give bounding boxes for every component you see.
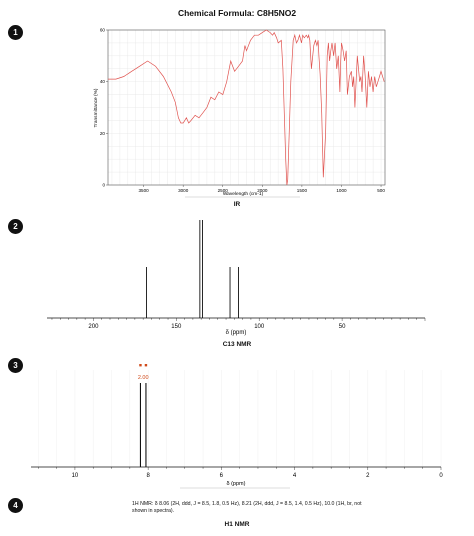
h1-panel-label: H1 NMR (224, 521, 250, 528)
ir-x-tick-label: 2500 (218, 188, 229, 193)
h1-grid (38, 370, 442, 467)
ir-y-tick-label: 20 (100, 131, 106, 136)
section-badge-4: 4 (8, 498, 23, 513)
h1-ticks: 10 8 6 4 2 0 (38, 467, 443, 479)
ir-xlabel: Wavelength (cm-1) (223, 191, 264, 197)
ir-x-tick-label: 2000 (257, 188, 268, 193)
c13-peaks (146, 220, 239, 318)
section-badge-2: 2 (8, 219, 23, 234)
ir-plot-frame (107, 29, 386, 186)
ir-x-tick-label: 500 (377, 188, 385, 193)
ir-y-tick-label: 0 (102, 183, 105, 188)
ir-y-tick-label: 40 (100, 79, 106, 84)
h1-xlabel: δ (ppm) (227, 481, 246, 487)
ir-x-tick-label: 1500 (297, 188, 308, 193)
section-badge-1: 1 (8, 25, 23, 40)
ir-ticks: 3500 3000 2500 2000 1500 1000 500 0 20 40 60 (100, 28, 385, 194)
ir-spectrum-line (108, 29, 385, 186)
h1-peak-marker (139, 364, 142, 367)
h1-peak-marker (144, 364, 148, 367)
ir-ylabel: Transmittance (%) (93, 88, 99, 127)
ir-y-tick-label: 60 (100, 28, 106, 33)
c13-ticks: 200 150 100 50 (51, 318, 426, 330)
h1-x-tick-label: 2 (366, 473, 370, 479)
h1-x-tick-label: 8 (146, 473, 150, 479)
c13-x-tick-label: 100 (254, 324, 265, 330)
h1-x-tick-label: 10 (72, 473, 79, 479)
ir-x-tick-label: 3500 (138, 188, 149, 193)
c13-x-tick-label: 200 (88, 324, 99, 330)
h1-peaks (139, 364, 148, 467)
h1-integration-label: 2.00 (138, 375, 149, 381)
ir-x-tick-label: 1000 (336, 188, 347, 193)
ir-panel-label: IR (233, 201, 241, 208)
ir-grid (108, 29, 385, 186)
h1-x-tick-label: 0 (439, 473, 443, 479)
h1-x-tick-label: 6 (220, 473, 224, 479)
c13-x-tick-label: 150 (171, 324, 182, 330)
c13-x-tick-label: 50 (339, 324, 346, 330)
section-badge-3: 3 (8, 358, 23, 373)
ir-x-tick-label: 3000 (178, 188, 189, 193)
page-title: Chemical Formula: C8H5NO2 (177, 8, 297, 18)
c13-panel-label: C13 NMR (222, 341, 252, 348)
h1-nmr-description: 1H NMR: δ 8.06 (2H, ddd, J = 8.5, 1.8, 0… (132, 501, 362, 514)
c13-xlabel: δ (ppm) (226, 330, 247, 336)
h1-x-tick-label: 4 (293, 473, 297, 479)
